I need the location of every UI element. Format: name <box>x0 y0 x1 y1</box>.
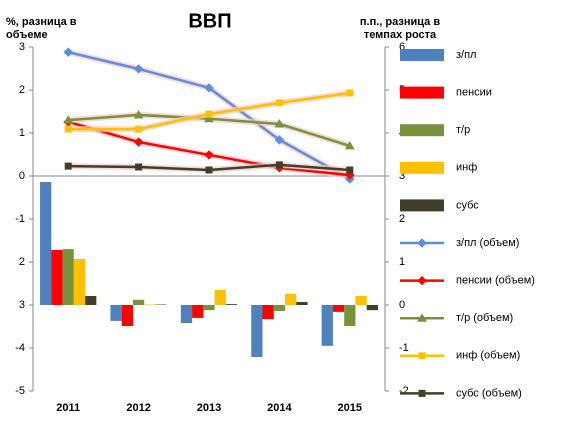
legend-marker <box>417 238 427 248</box>
y-tick-label: 3 <box>19 299 25 311</box>
y2-tick-label: 6 <box>399 41 405 53</box>
y2-tick-label: -2 <box>399 385 409 397</box>
bar <box>85 295 97 305</box>
legend-label: пенсии (объем) <box>456 275 535 287</box>
y-tick-label: 2 <box>19 84 25 96</box>
y2-tick-label: 1 <box>399 256 405 268</box>
bar <box>62 249 74 305</box>
bar <box>110 305 122 321</box>
legend-label: субс (объем) <box>456 387 522 399</box>
bar <box>332 305 345 312</box>
legend-label: т/р (объем) <box>456 312 513 324</box>
bar <box>214 289 226 305</box>
bar <box>192 305 204 318</box>
x-tick-label: 2015 <box>338 402 362 414</box>
bar <box>121 305 133 327</box>
y-axis-title: %, разница в объеме <box>6 16 77 41</box>
y-tick-label: 1 <box>19 127 25 139</box>
bar <box>344 305 356 327</box>
bar <box>225 304 238 305</box>
line-marker <box>204 150 214 160</box>
chart-title: ВВП <box>188 10 231 32</box>
bar <box>51 249 63 305</box>
legend-label: т/р <box>456 124 470 136</box>
legend-marker <box>418 352 426 360</box>
y-tick-label: 0 <box>19 170 25 182</box>
x-tick-label: 2013 <box>197 402 221 414</box>
x-tick-label: 2011 <box>56 402 80 414</box>
legend-marker <box>418 389 426 397</box>
y-tick-label: -5 <box>15 385 25 397</box>
y2-tick-label: 3 <box>399 170 405 182</box>
legend-swatch <box>400 86 444 99</box>
bar <box>203 305 215 311</box>
legend-swatch <box>400 199 444 212</box>
bar <box>40 182 52 305</box>
line-marker <box>204 113 214 123</box>
legend-label: з/пл (объем) <box>456 237 519 249</box>
bar <box>285 293 297 305</box>
line-marker <box>205 110 213 118</box>
line-marker <box>205 166 213 174</box>
line-marker <box>133 137 144 147</box>
bar <box>132 299 145 305</box>
legend-label: инф <box>456 162 477 174</box>
legend-swatch <box>400 124 444 137</box>
bar <box>262 305 274 320</box>
bar <box>273 305 286 312</box>
x-tick-label: 2012 <box>126 402 150 414</box>
y-tick-label: -1 <box>15 213 25 225</box>
bar <box>180 305 193 324</box>
y2-tick-label: -1 <box>399 342 409 354</box>
legend-label: з/пл <box>456 49 476 61</box>
line-marker <box>204 83 214 93</box>
legend-marker <box>417 313 427 322</box>
line-marker <box>63 47 73 57</box>
line-marker <box>64 162 72 170</box>
bar <box>251 305 263 358</box>
line-marker <box>344 140 355 150</box>
y2-tick-label: 0 <box>399 299 405 311</box>
bar <box>73 258 86 305</box>
line-marker <box>275 99 283 107</box>
y2-tick-label: 2 <box>399 213 405 225</box>
legend-label: субс <box>456 199 479 211</box>
line-marker <box>135 163 143 171</box>
legend-label: инф (объем) <box>456 350 520 362</box>
y-tick-label: 3 <box>19 41 25 53</box>
line-marker <box>63 115 74 124</box>
y-tick-label: -4 <box>15 342 25 354</box>
y-tick-label: 2 <box>19 256 25 268</box>
line-marker <box>64 125 72 133</box>
line-marker <box>274 135 285 145</box>
line-marker <box>133 64 144 74</box>
legend-marker <box>417 275 427 286</box>
bar <box>296 301 308 305</box>
line-marker <box>346 166 354 174</box>
legend-swatch <box>400 49 444 61</box>
line-marker <box>346 89 354 97</box>
y2-axis-title: п.п., разница в темпах роста <box>359 16 441 41</box>
line-marker <box>133 109 144 119</box>
line-marker <box>274 118 285 128</box>
line-marker <box>135 125 143 133</box>
legend-label: пенсии <box>456 87 492 99</box>
line-marker <box>275 161 283 169</box>
legend-swatch <box>400 161 444 174</box>
bar <box>321 305 333 346</box>
bar <box>355 295 367 305</box>
bar <box>366 305 378 311</box>
x-tick-label: 2014 <box>267 402 292 414</box>
